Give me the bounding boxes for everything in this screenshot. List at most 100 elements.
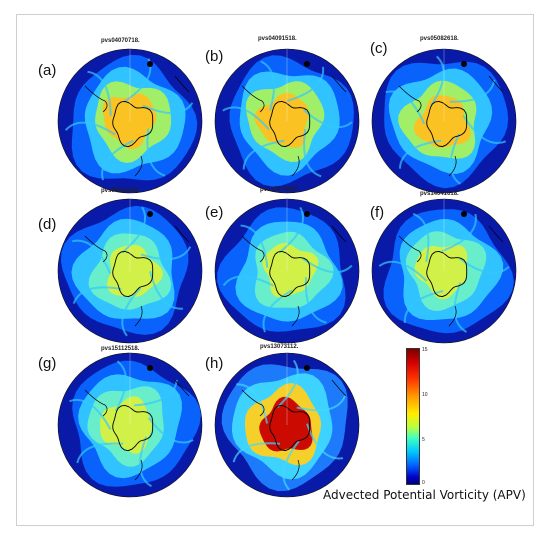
apv-filament — [146, 128, 166, 177]
polar-map-h — [214, 352, 360, 498]
australia-coastline — [448, 305, 457, 327]
panel-title-g: pvs15112518. — [101, 346, 140, 352]
panel-d — [55, 196, 205, 346]
panel-title-c: pvs05082618. — [420, 36, 459, 42]
antarctica-coastline — [269, 250, 311, 298]
apv-filament — [222, 275, 274, 287]
antarctica-coastline — [112, 404, 154, 452]
apv-filament — [114, 360, 127, 412]
panel-label-h: (h) — [205, 355, 224, 372]
apv-filament — [121, 206, 147, 254]
panel-label-c: (c) — [370, 40, 388, 57]
apv-filament — [64, 121, 116, 136]
panel-label-a: (a) — [38, 62, 57, 79]
south-america-coastline — [84, 389, 108, 417]
antarctica-coastline — [426, 250, 468, 298]
pole-marker — [304, 61, 310, 67]
apv-filament — [87, 70, 112, 116]
panel-title-h: pvs13073112. — [260, 344, 299, 350]
polar-map-e — [214, 198, 360, 344]
apv-filament — [282, 440, 300, 491]
polar-map-f — [371, 198, 517, 344]
apv-filament — [449, 79, 496, 103]
apv-filament — [262, 289, 293, 333]
africa-coastline — [331, 225, 347, 243]
apv-contour-4 — [413, 95, 471, 148]
panel-c — [369, 46, 519, 196]
pole-marker — [147, 211, 153, 217]
apv-filament — [71, 239, 112, 274]
africa-coastline — [488, 225, 504, 243]
polar-map-c — [371, 48, 517, 194]
pole-marker — [147, 61, 153, 67]
apv-filament — [69, 399, 112, 430]
apv-filament — [142, 102, 194, 114]
apv-filament — [453, 282, 468, 333]
colorbar — [406, 348, 420, 485]
apv-filament — [72, 286, 122, 304]
antarctica-coastline — [112, 100, 154, 148]
apv-filament — [240, 224, 269, 268]
apv-filament — [134, 379, 178, 407]
panel-title-b: pvs04091518. — [258, 36, 297, 42]
polar-map-b — [214, 48, 360, 194]
south-america-coastline — [398, 235, 422, 263]
apv-filament — [232, 442, 280, 463]
africa-coastline — [331, 379, 347, 397]
apv-filament — [441, 213, 477, 253]
pole-marker — [461, 211, 467, 217]
south-america-coastline — [241, 389, 265, 417]
pole-marker — [304, 365, 310, 371]
south-america-coastline — [84, 85, 108, 113]
apv-filament — [412, 212, 430, 262]
apv-filament — [260, 60, 276, 111]
apv-filament — [286, 66, 325, 102]
colorbar-tick-5: 5 — [422, 437, 425, 443]
panel-e — [212, 196, 362, 346]
apv-filament — [76, 442, 124, 464]
apv-filament — [278, 206, 305, 254]
africa-coastline — [174, 75, 190, 93]
apv-filament — [403, 290, 444, 323]
antarctica-coastline — [426, 100, 468, 148]
apv-filament — [276, 359, 299, 409]
africa-coastline — [331, 75, 347, 93]
polar-map-g — [57, 352, 203, 498]
antarctica-coastline — [269, 100, 311, 148]
pole-marker — [461, 61, 467, 67]
panel-f — [369, 196, 519, 346]
south-america-coastline — [241, 85, 265, 113]
apv-filament — [303, 128, 322, 178]
australia-coastline — [291, 305, 300, 327]
polar-map-a — [57, 48, 203, 194]
panel-label-b: (b) — [205, 48, 224, 65]
colorbar-tick-15: 15 — [422, 347, 428, 353]
apv-filament — [149, 271, 184, 310]
africa-coastline — [174, 379, 190, 397]
australia-coastline — [134, 459, 143, 481]
apv-filament — [430, 55, 445, 107]
apv-filament — [449, 133, 461, 185]
australia-coastline — [134, 305, 143, 327]
apv-contour-4 — [100, 396, 153, 454]
south-america-coastline — [398, 85, 422, 113]
pole-marker — [304, 211, 310, 217]
panel-label-g: (g) — [38, 355, 57, 372]
australia-coastline — [291, 155, 300, 177]
apv-filament — [236, 383, 269, 424]
panel-title-e: pvs13073000. — [260, 187, 299, 193]
pole-marker — [147, 365, 153, 371]
panel-h — [212, 350, 362, 500]
colorbar-tick-10: 10 — [422, 392, 428, 398]
south-america-coastline — [241, 235, 265, 263]
apv-filament — [101, 139, 134, 181]
apv-filament — [296, 395, 347, 412]
apv-contour-4 — [254, 92, 309, 148]
colorbar-label: Advected Potential Vorticity (APV) — [323, 488, 526, 502]
apv-filament — [378, 260, 428, 282]
panel-g — [55, 350, 205, 500]
polar-map-d — [57, 198, 203, 344]
apv-filament — [140, 246, 192, 261]
apv-filament — [121, 287, 142, 337]
panel-b — [212, 46, 362, 196]
